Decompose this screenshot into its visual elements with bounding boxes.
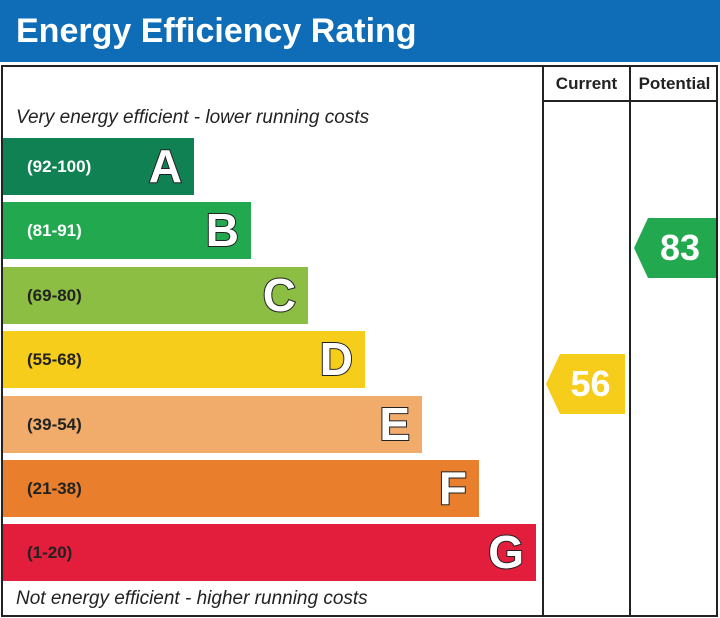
band-range-label: (92-100) bbox=[27, 157, 92, 176]
band-e: (39-54) E bbox=[3, 396, 422, 453]
band-letter: C bbox=[262, 268, 297, 322]
current-column-divider bbox=[542, 65, 544, 617]
band-range-label: (81-91) bbox=[27, 221, 82, 240]
current-column-header: Current bbox=[555, 74, 618, 93]
band-range-label: (1-20) bbox=[27, 543, 73, 562]
band-f: (21-38) F bbox=[3, 460, 479, 517]
band-g: (1-20) G bbox=[3, 524, 536, 581]
band-range-label: (21-38) bbox=[27, 479, 82, 498]
page-title: Energy Efficiency Rating bbox=[0, 0, 720, 62]
rating-table bbox=[1, 65, 718, 617]
band-letter: A bbox=[148, 139, 183, 193]
band-d: (55-68) D bbox=[3, 331, 365, 388]
current-rating-arrow: 56 bbox=[546, 354, 625, 414]
band-letter: B bbox=[205, 203, 240, 257]
band-range-label: (55-68) bbox=[27, 350, 82, 369]
band-letter: D bbox=[319, 332, 354, 386]
band-letter: E bbox=[378, 397, 411, 451]
band-b: (81-91) B bbox=[3, 202, 251, 259]
band-range-label: (39-54) bbox=[27, 415, 82, 434]
potential-column-divider bbox=[629, 65, 631, 617]
band-letter: G bbox=[487, 525, 525, 579]
column-header-divider bbox=[542, 100, 718, 102]
potential-rating-arrow: 83 bbox=[634, 218, 716, 278]
bottom-note: Not energy efficient - higher running co… bbox=[16, 588, 368, 609]
band-range-label: (69-80) bbox=[27, 286, 82, 305]
top-note: Very energy efficient - lower running co… bbox=[16, 107, 370, 128]
band-c: (69-80) C bbox=[3, 267, 308, 324]
band-letter: F bbox=[438, 461, 468, 515]
band-a: (92-100) A bbox=[3, 138, 194, 195]
potential-column-header: Potential bbox=[638, 74, 711, 93]
